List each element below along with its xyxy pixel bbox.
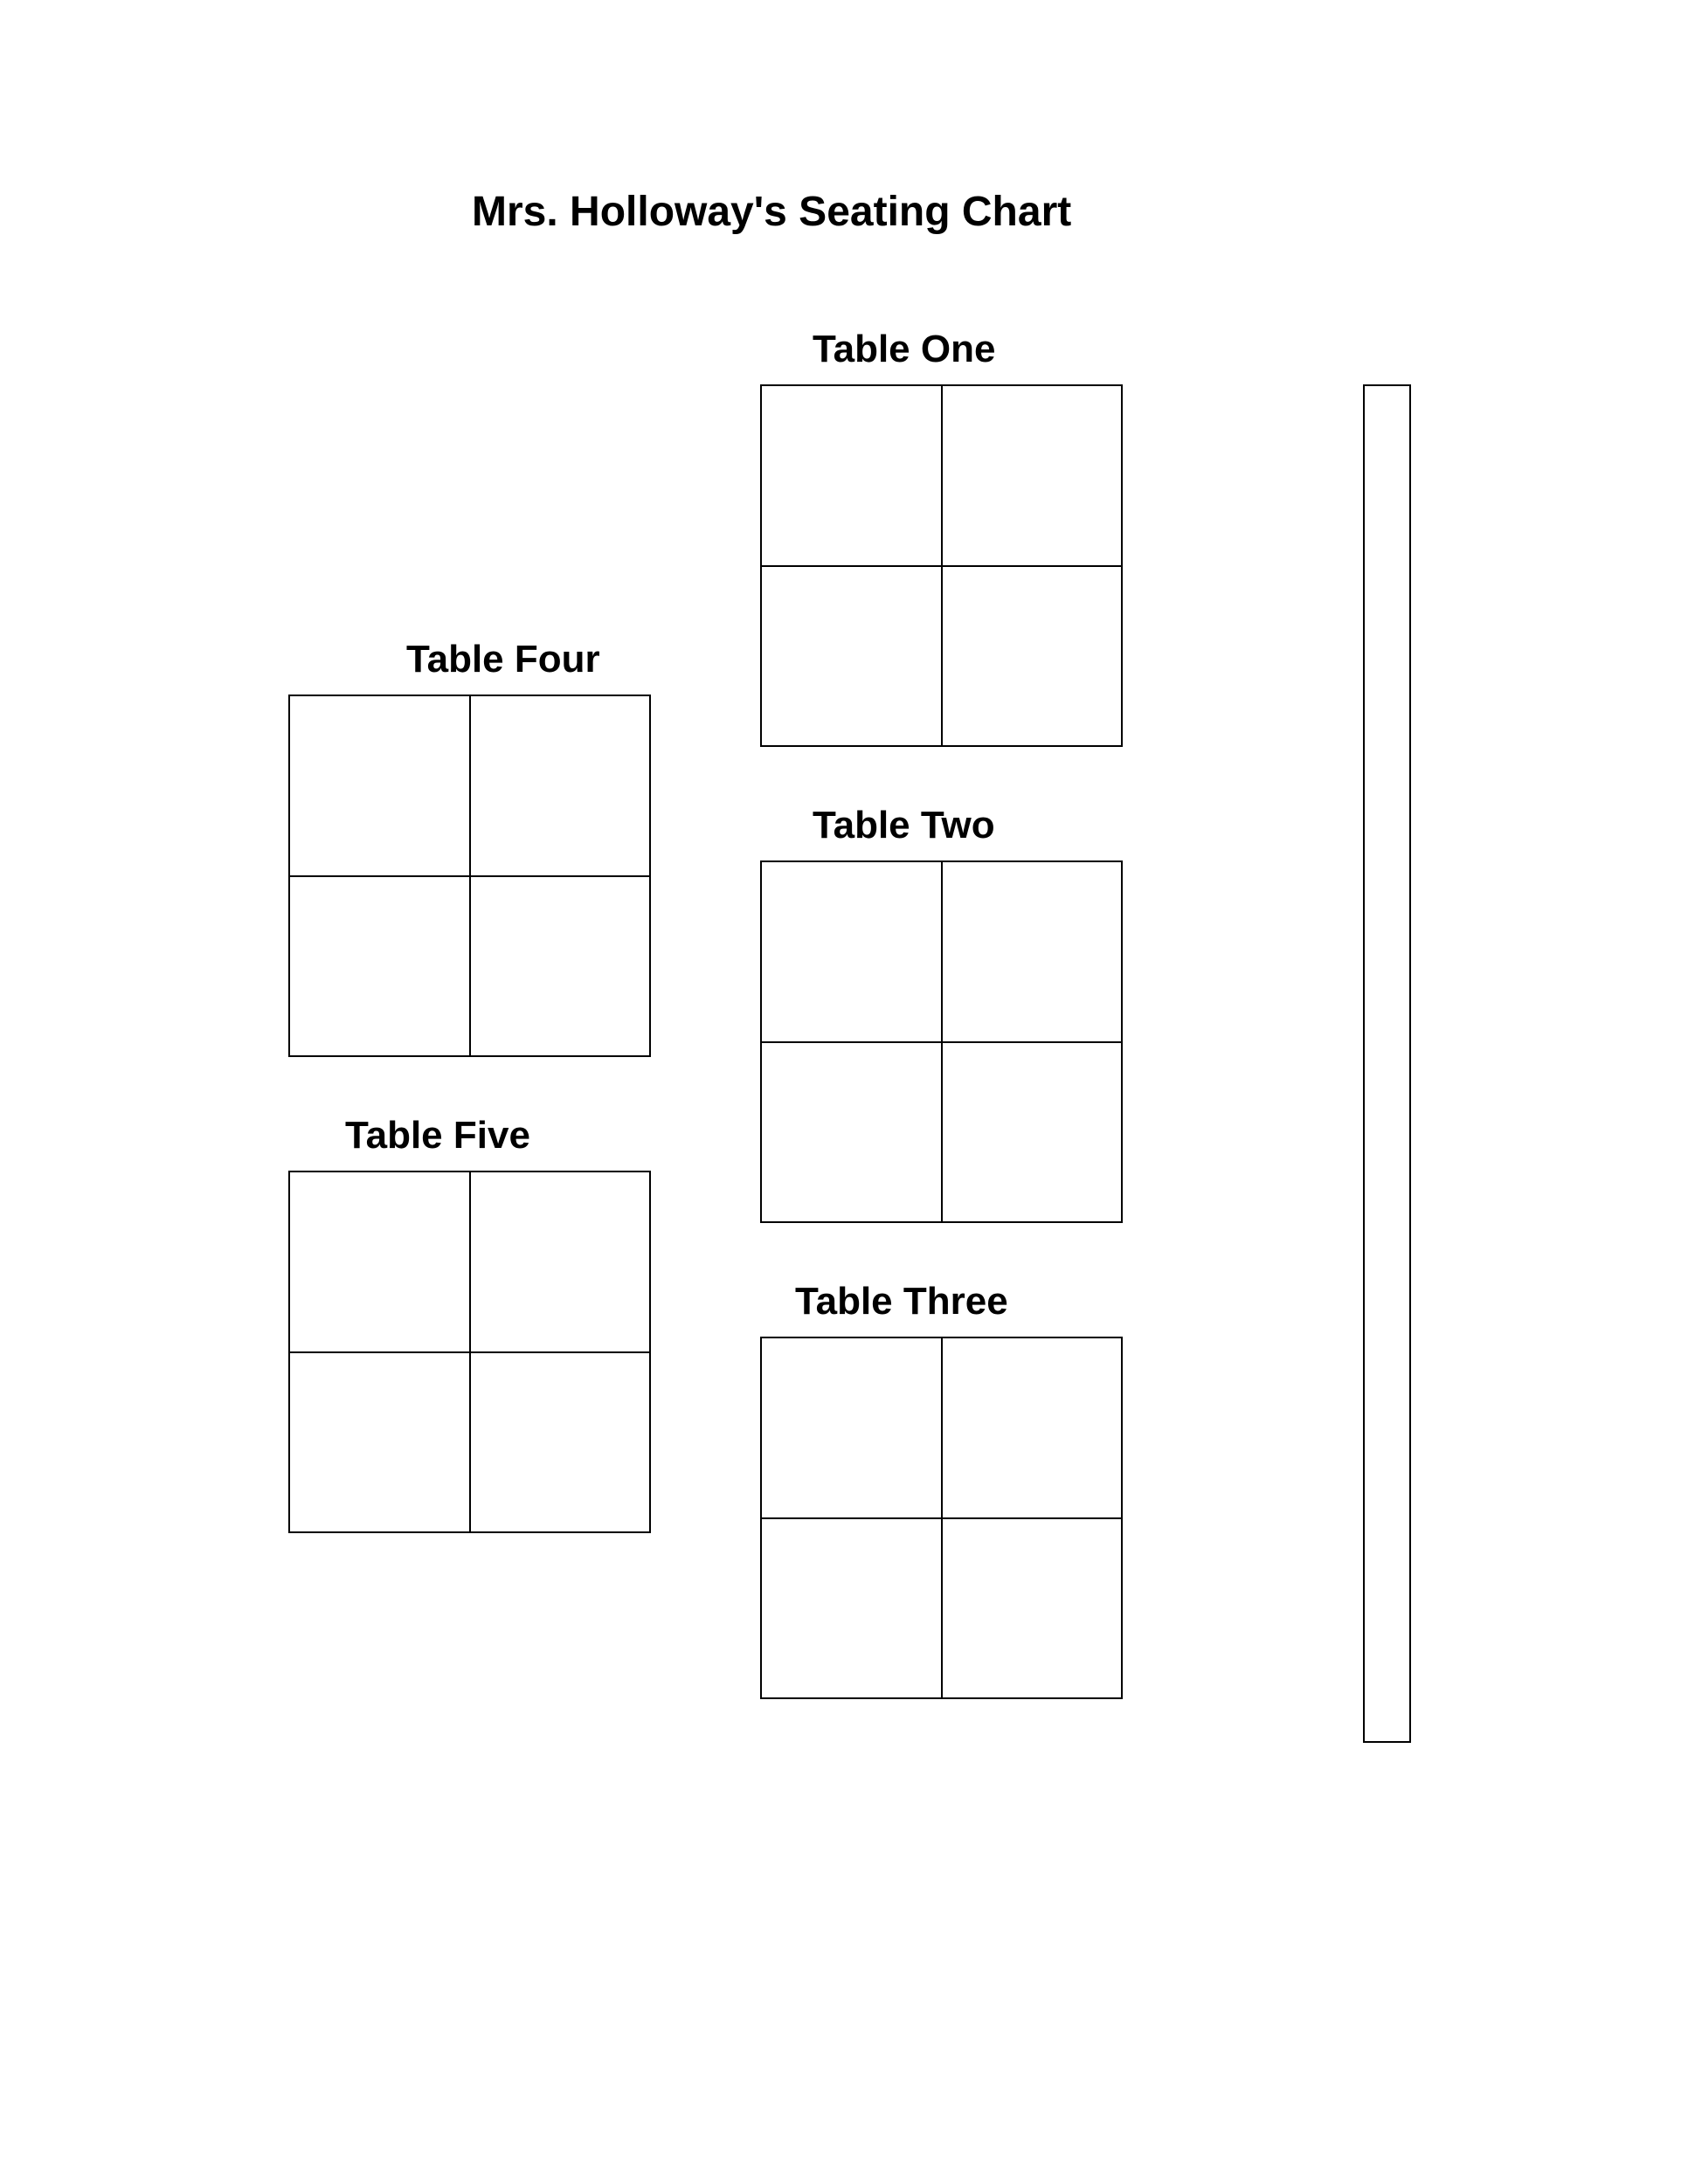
table-three-label: Table Three	[795, 1280, 1008, 1324]
table-one-grid	[760, 384, 1123, 747]
table-five-label: Table Five	[345, 1114, 530, 1158]
table-four-grid	[288, 695, 651, 1057]
table-two-grid	[760, 860, 1123, 1223]
table-three-grid	[760, 1337, 1123, 1699]
table-five-grid	[288, 1171, 651, 1533]
table-four-label: Table Four	[406, 638, 600, 681]
page-title: Mrs. Holloway's Seating Chart	[472, 188, 1071, 236]
side-bar	[1363, 384, 1411, 1743]
table-one-label: Table One	[813, 328, 995, 371]
table-two-label: Table Two	[813, 804, 995, 847]
